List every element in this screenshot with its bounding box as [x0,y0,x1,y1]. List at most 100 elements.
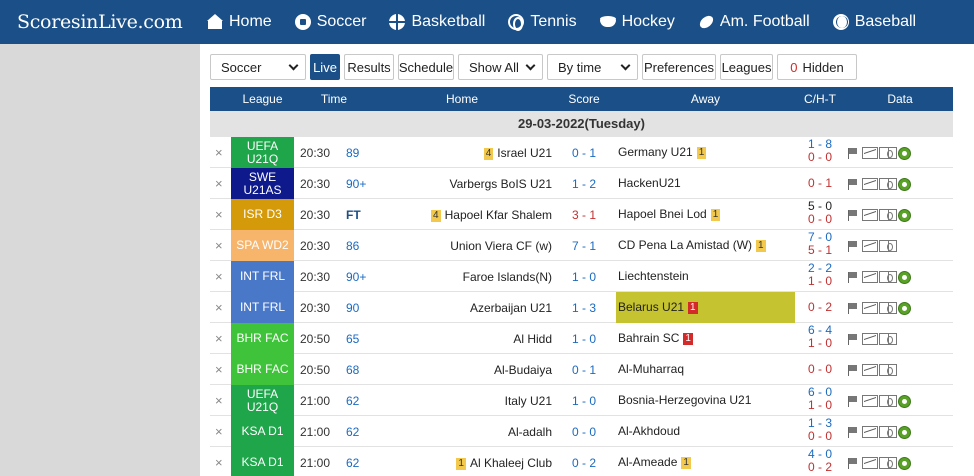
league-badge[interactable]: SPA WD2 [231,230,294,261]
home-team[interactable]: 4 Hapoel Kfar Shalem [380,208,552,222]
match-score[interactable]: 1 - 0 [571,394,596,408]
away-team[interactable]: Germany U21 1 [616,137,795,168]
away-team[interactable]: CD Pena La Amistad (W) 1 [616,230,795,261]
home-team[interactable]: Italy U21 [380,394,552,408]
leagues-button[interactable]: Leagues [720,54,773,80]
site-logo[interactable]: ScoresinLive.com [17,11,183,33]
table-row[interactable]: × KSA D1 21:00 62 1 Al Khaleej Club 0 - 2 Al-Am… [210,447,953,476]
schedule-button[interactable]: Schedule [398,54,454,80]
flag-icon[interactable] [848,302,858,314]
league-badge[interactable]: KSA D1 [231,416,294,447]
home-team[interactable]: Al Hidd [380,332,552,346]
table-row[interactable]: × SWE U21AS 20:30 90+ Varbergs BoIS U21 1 - 2… [210,168,953,199]
pitch-icon[interactable] [879,395,897,407]
hide-match-button[interactable]: × [215,176,223,191]
match-score[interactable]: 3 - 1 [571,208,596,222]
table-row[interactable]: × INT FRL 20:30 90 Azerbaijan U21 1 - 3 Belaru… [210,292,953,323]
table-row[interactable]: × INT FRL 20:30 90+ Faroe Islands(N) 1 - 0 Lie… [210,261,953,292]
hide-match-button[interactable]: × [215,424,223,439]
hide-match-button[interactable]: × [215,362,223,377]
show-select[interactable]: Show All [458,54,543,80]
match-score[interactable]: 0 - 1 [571,363,596,377]
table-row[interactable]: × UEFA U21Q 21:00 62 Italy U21 1 - 0 Bosnia-He… [210,385,953,416]
results-button[interactable]: Results [344,54,394,80]
match-score[interactable]: 0 - 0 [571,425,596,439]
match-score[interactable]: 1 - 2 [571,177,596,191]
away-team[interactable]: HackenU21 [616,168,795,199]
chart-icon[interactable] [862,147,878,159]
pitch-icon[interactable] [879,240,897,252]
pitch-icon[interactable] [879,426,897,438]
pitch-icon[interactable] [879,209,897,221]
flag-icon[interactable] [848,364,858,376]
league-badge[interactable]: UEFA U21Q [231,137,294,168]
away-team[interactable]: Bosnia-Herzegovina U21 [616,385,795,416]
chart-icon[interactable] [862,395,878,407]
table-row[interactable]: × ISR D3 20:30 FT 4 Hapoel Kfar Shalem 3 - 1 Ha… [210,199,953,230]
away-team[interactable]: Al-Muharraq [616,354,795,385]
soccer-ball-icon[interactable] [898,301,911,315]
hide-match-button[interactable]: × [215,207,223,222]
nav-soccer[interactable]: Soccer [294,13,366,31]
soccer-ball-icon[interactable] [898,456,911,470]
live-button[interactable]: Live [310,54,340,80]
flag-icon[interactable] [848,147,858,159]
pitch-icon[interactable] [879,457,897,469]
league-badge[interactable]: SWE U21AS [231,168,294,199]
match-score[interactable]: 0 - 2 [571,456,596,470]
pitch-icon[interactable] [879,302,897,314]
flag-icon[interactable] [848,333,858,345]
chart-icon[interactable] [862,178,878,190]
chart-icon[interactable] [862,240,878,252]
table-row[interactable]: × SPA WD2 20:30 86 Union Viera CF (w) 7 - 1 CD… [210,230,953,261]
home-team[interactable]: Union Viera CF (w) [380,239,552,253]
nav-baseball[interactable]: Baseball [832,13,916,31]
chart-icon[interactable] [862,333,878,345]
match-score[interactable]: 0 - 1 [571,146,596,160]
soccer-ball-icon[interactable] [898,270,911,284]
flag-icon[interactable] [848,457,858,469]
flag-icon[interactable] [848,395,858,407]
match-score[interactable]: 1 - 3 [571,301,596,315]
nav-american-football[interactable]: Am. Football [698,13,810,31]
chart-icon[interactable] [862,364,878,376]
flag-icon[interactable] [848,209,858,221]
league-badge[interactable]: BHR FAC [231,354,294,385]
soccer-ball-icon[interactable] [898,394,911,408]
hide-match-button[interactable]: × [215,145,223,160]
away-team[interactable]: Al-Ameade 1 [616,447,795,476]
league-badge[interactable]: BHR FAC [231,323,294,354]
pitch-icon[interactable] [879,333,897,345]
hide-match-button[interactable]: × [215,455,223,470]
table-row[interactable]: × BHR FAC 20:50 65 Al Hidd 1 - 0 Bahrain SC 1 6 … [210,323,953,354]
away-team[interactable]: Liechtenstein [616,261,795,292]
hidden-button[interactable]: 0 Hidden [777,54,857,80]
hide-match-button[interactable]: × [215,331,223,346]
hide-match-button[interactable]: × [215,300,223,315]
flag-icon[interactable] [848,178,858,190]
match-score[interactable]: 1 - 0 [571,270,596,284]
soccer-ball-icon[interactable] [898,208,911,222]
chart-icon[interactable] [862,302,878,314]
chart-icon[interactable] [862,457,878,469]
home-team[interactable]: Azerbaijan U21 [380,301,552,315]
flag-icon[interactable] [848,271,858,283]
nav-tennis[interactable]: Tennis [508,13,577,31]
table-row[interactable]: × KSA D1 21:00 62 Al-adalh 0 - 0 Al-Akhdoud 1 -… [210,416,953,447]
away-team[interactable]: Hapoel Bnei Lod 1 [616,199,795,230]
away-team[interactable]: Bahrain SC 1 [616,323,795,354]
home-team[interactable]: 1 Al Khaleej Club [380,456,552,470]
nav-hockey[interactable]: Hockey [599,13,675,31]
home-team[interactable]: Varbergs BoIS U21 [380,177,553,191]
sport-select[interactable]: Soccer [210,54,306,80]
pitch-icon[interactable] [879,178,897,190]
nav-home[interactable]: Home [207,13,272,31]
match-score[interactable]: 7 - 1 [571,239,596,253]
hide-match-button[interactable]: × [215,269,223,284]
home-team[interactable]: 4 Israel U21 [380,146,552,160]
home-team[interactable]: Al-Budaiya [380,363,552,377]
chart-icon[interactable] [862,426,878,438]
home-team[interactable]: Al-adalh [380,425,552,439]
hide-match-button[interactable]: × [215,238,223,253]
away-team[interactable]: Belarus U21 1 [616,292,795,323]
